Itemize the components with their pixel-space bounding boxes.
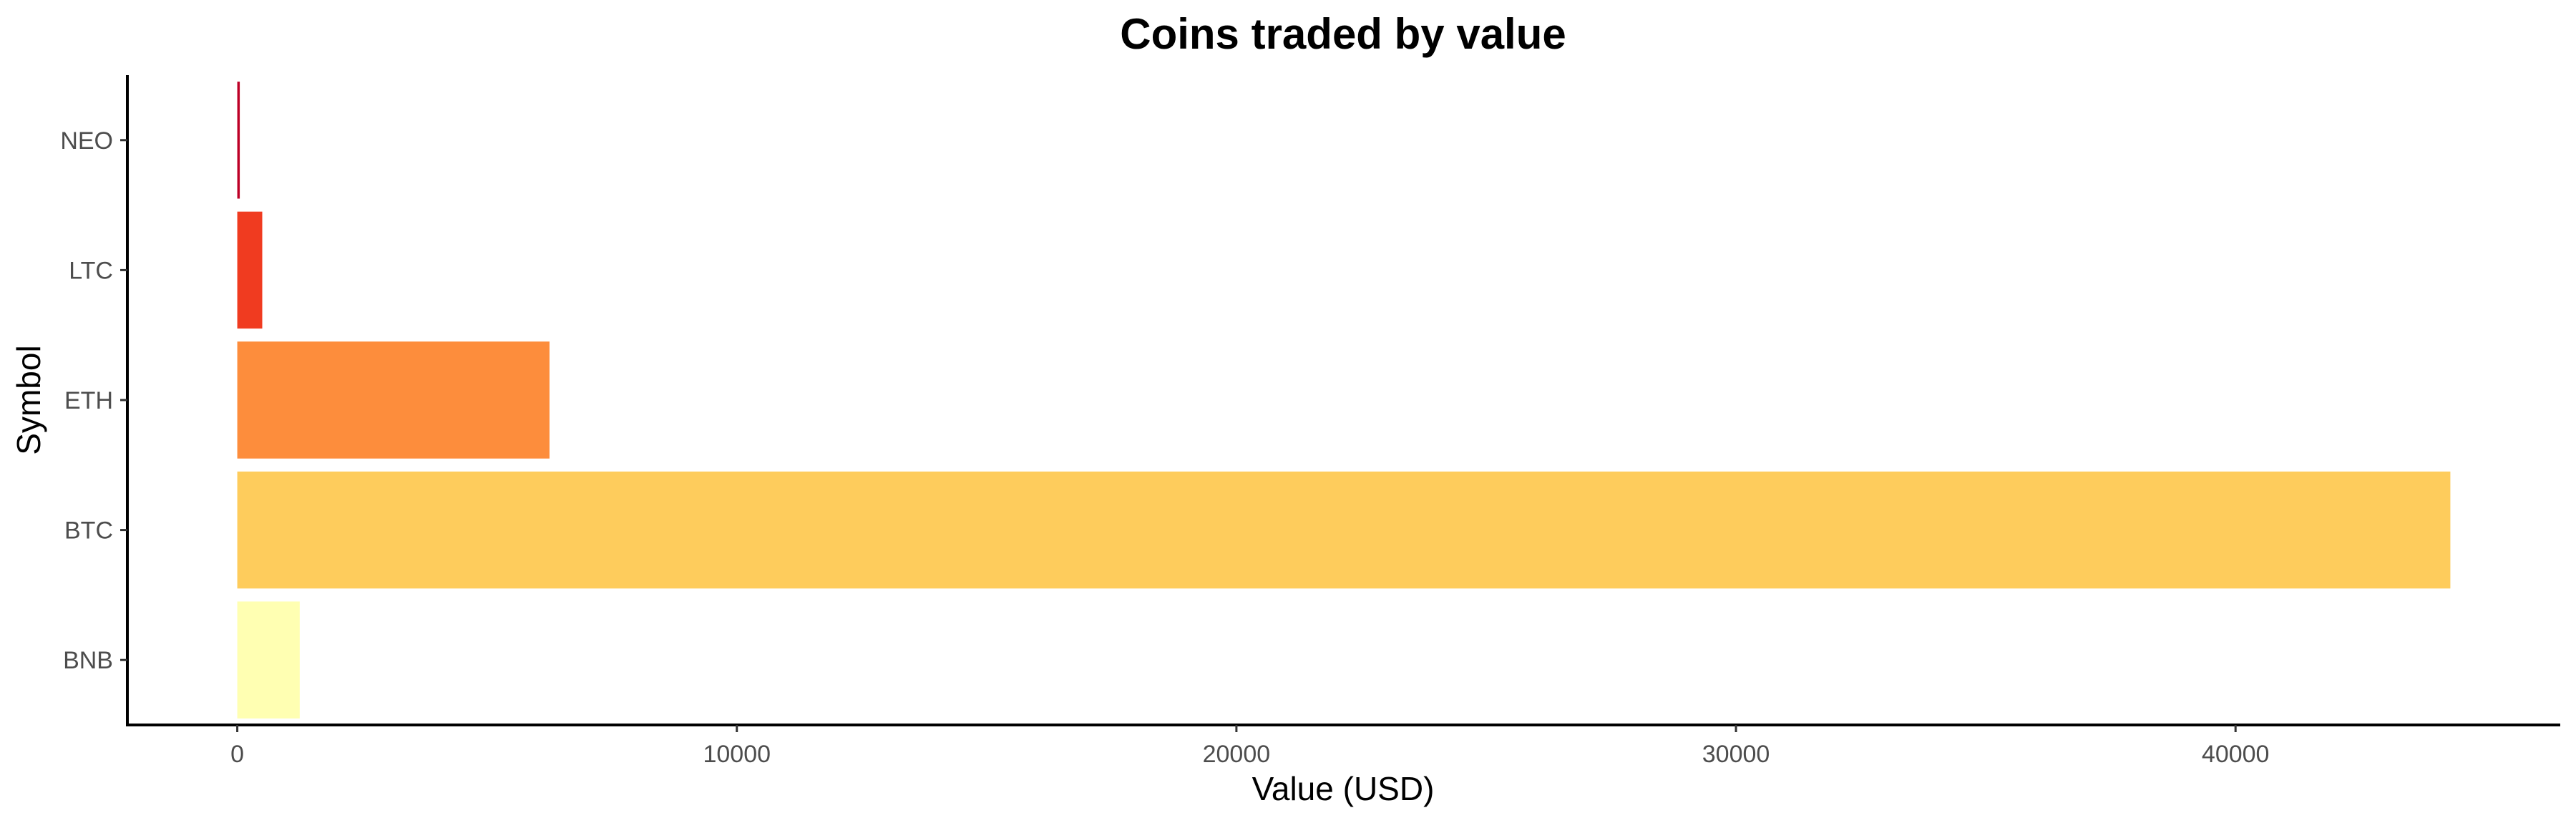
x-axis-ticks: 0 10000 20000 30000 40000 bbox=[230, 725, 2269, 768]
x-tick-label-0: 0 bbox=[230, 741, 244, 768]
y-tick-label-bnb: BNB bbox=[63, 647, 113, 674]
y-tick-label-ltc: LTC bbox=[69, 257, 113, 284]
bar-neo bbox=[237, 82, 240, 199]
y-tick-label-btc: BTC bbox=[64, 517, 113, 545]
y-tick-label-eth: ETH bbox=[64, 387, 113, 414]
x-tick-label-40000: 40000 bbox=[2202, 741, 2270, 768]
bars bbox=[237, 82, 2451, 719]
y-axis-title: Symbol bbox=[10, 345, 47, 454]
x-tick-label-30000: 30000 bbox=[1702, 741, 1770, 768]
x-tick-label-10000: 10000 bbox=[703, 741, 771, 768]
y-axis-ticks: BNB BTC ETH LTC NEO bbox=[60, 127, 127, 674]
bar-ltc bbox=[237, 211, 263, 329]
bar-bnb bbox=[237, 601, 300, 719]
bar-eth bbox=[237, 341, 550, 459]
bar-btc bbox=[237, 471, 2451, 589]
x-axis-title: Value (USD) bbox=[1252, 770, 1435, 807]
chart-title: Coins traded by value bbox=[1120, 10, 1566, 58]
x-tick-label-20000: 20000 bbox=[1203, 741, 1271, 768]
y-tick-label-neo: NEO bbox=[60, 127, 113, 155]
